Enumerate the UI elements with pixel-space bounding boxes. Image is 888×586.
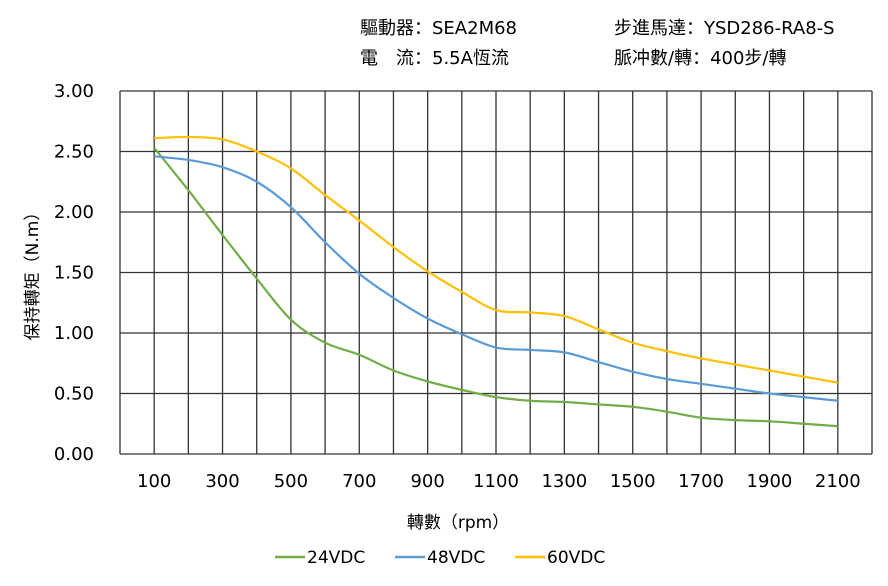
y-tick-label: 3.00 xyxy=(54,81,94,102)
series-line-24VDC xyxy=(153,147,838,428)
x-tick-label: 500 xyxy=(274,471,308,492)
y-tick-label: 0.00 xyxy=(54,444,94,465)
legend-label: 60VDC xyxy=(547,548,605,568)
series-line-48VDC xyxy=(154,155,838,402)
current-label: 電 流：5.5A恆流 xyxy=(360,48,509,69)
legend: 24VDC 48VDC 60VDC xyxy=(275,548,605,568)
driver-label: 驅動器：SEA2M68 xyxy=(360,18,517,39)
x-tick-label: 700 xyxy=(342,471,376,492)
x-tick-label: 1100 xyxy=(473,471,519,492)
y-tick-label: 0.50 xyxy=(54,384,94,405)
x-tick-label: 1700 xyxy=(678,471,724,492)
y-tick-label: 1.50 xyxy=(54,263,94,284)
x-tick-label: 2100 xyxy=(815,471,861,492)
x-tick-label: 1500 xyxy=(610,471,656,492)
series-lines xyxy=(153,135,839,428)
grid xyxy=(119,90,873,455)
legend-label: 48VDC xyxy=(427,548,485,568)
x-axis-label: 轉數（rpm） xyxy=(407,513,509,533)
y-axis-label: 保持轉矩（N.m） xyxy=(23,204,43,341)
x-tick-label: 900 xyxy=(410,471,444,492)
motor-label: 步進馬達：YSD286-RA8-S xyxy=(614,18,835,39)
x-tick-label: 1300 xyxy=(541,471,587,492)
pulses-label: 脈冲數/轉：400步/轉 xyxy=(614,48,787,69)
x-tick-label: 1900 xyxy=(747,471,793,492)
y-tick-label: 1.00 xyxy=(54,323,94,344)
x-tick-label: 100 xyxy=(137,471,171,492)
x-tick-label: 300 xyxy=(205,471,239,492)
y-tick-label: 2.50 xyxy=(54,142,94,163)
tick-labels: 0.00 0.50 1.00 1.50 2.00 2.50 3.00 100 300 500 700… xyxy=(54,81,861,492)
series-line-60VDC xyxy=(154,135,839,384)
legend-label: 24VDC xyxy=(307,548,365,568)
y-tick-label: 2.00 xyxy=(54,202,94,223)
